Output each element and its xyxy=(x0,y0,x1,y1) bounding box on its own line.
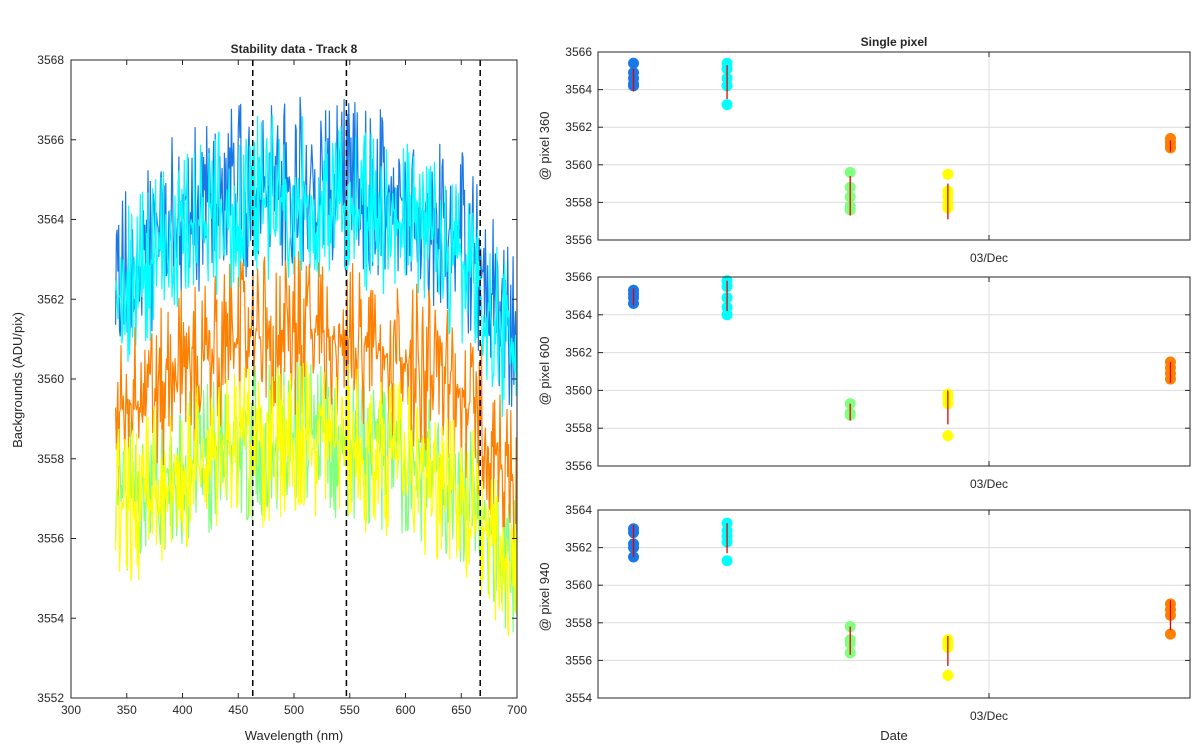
subplot-axes-box xyxy=(597,51,1191,241)
stability-track-8-plot: Stability data - Track 8 Wavelength (nm)… xyxy=(10,42,527,743)
y-tick-label: 3560 xyxy=(37,372,64,386)
y-tick-label: 3562 xyxy=(565,120,592,134)
y-tick-label: 3558 xyxy=(565,195,592,209)
y-tick-label: 3564 xyxy=(37,213,64,227)
x-tick-label: 550 xyxy=(340,703,360,717)
date-xlabel: Date xyxy=(880,728,907,743)
y-tick-label: 3564 xyxy=(565,503,592,517)
data-point-yellow xyxy=(942,168,954,180)
series-line-yellow xyxy=(115,361,517,637)
subplot-area xyxy=(598,277,1190,466)
x-tick-label: 450 xyxy=(228,703,248,717)
y-tick-label: 3562 xyxy=(565,346,592,360)
x-tick-label: 500 xyxy=(284,703,304,717)
y-tick-label: 3554 xyxy=(565,691,592,705)
pixel-subplot-3: 3554 3556 3558 3560 3562 3564 03/Dec xyxy=(565,503,1191,723)
left-ylabel: Backgrounds (ADU/pix) xyxy=(10,312,25,448)
data-point-green xyxy=(844,166,856,178)
x-tick-label: 300 xyxy=(61,703,81,717)
date-tick-label: 03/Dec xyxy=(970,251,1008,265)
date-tick-label: 03/Dec xyxy=(970,477,1008,491)
y-tick-label: 3562 xyxy=(37,292,64,306)
y-tick-label: 3556 xyxy=(565,459,592,473)
data-point-yellow xyxy=(942,430,954,442)
y-tick-label: 3560 xyxy=(565,383,592,397)
x-tick-label: 400 xyxy=(172,703,192,717)
x-tick-label: 650 xyxy=(451,703,471,717)
data-point-orange xyxy=(1164,628,1176,640)
pixel-940-ylabel: @ pixel 940 xyxy=(537,563,552,632)
y-tick-label: 3566 xyxy=(565,45,592,59)
data-point-yellow xyxy=(942,669,954,681)
left-series-group xyxy=(115,96,517,637)
subplot-area xyxy=(598,52,1190,240)
x-tick-label: 350 xyxy=(117,703,137,717)
y-tick-label: 3566 xyxy=(37,133,64,147)
y-tick-label: 3552 xyxy=(37,691,64,705)
y-tick-label: 3558 xyxy=(565,421,592,435)
left-xlabel: Wavelength (nm) xyxy=(245,728,344,743)
y-tick-label: 3564 xyxy=(565,83,592,97)
y-tick-label: 3558 xyxy=(37,452,64,466)
y-tick-label: 3556 xyxy=(565,653,592,667)
pixel-600-ylabel: @ pixel 600 xyxy=(537,337,552,406)
single-pixel-plots: Single pixel @ pixel 360 @ pixel 600 @ p… xyxy=(537,35,1191,743)
y-tick-label: 3556 xyxy=(37,532,64,546)
y-tick-label: 3554 xyxy=(37,611,64,625)
data-point-cyan xyxy=(721,555,733,567)
y-tick-label: 3556 xyxy=(565,233,592,247)
x-tick-label: 600 xyxy=(395,703,415,717)
data-point-cyan xyxy=(721,99,733,111)
pixel-360-ylabel: @ pixel 360 xyxy=(537,112,552,181)
series-line-cyan xyxy=(115,114,517,418)
subplot-axes-box xyxy=(597,509,1191,699)
y-tick-label: 3564 xyxy=(565,308,592,322)
subplot-area xyxy=(598,510,1190,698)
y-tick-label: 3560 xyxy=(565,158,592,172)
pixel-subplot-1: 3556 3558 3560 3562 3564 3566 03/Dec xyxy=(565,45,1191,265)
data-point-blue xyxy=(628,57,640,69)
y-tick-label: 3568 xyxy=(37,53,64,67)
y-tick-label: 3562 xyxy=(565,541,592,555)
y-tick-label: 3566 xyxy=(565,270,592,284)
series-line-orange xyxy=(115,251,517,563)
y-tick-label: 3558 xyxy=(565,616,592,630)
stability-title: Stability data - Track 8 xyxy=(231,42,358,56)
date-tick-label: 03/Dec xyxy=(970,709,1008,723)
x-tick-label: 700 xyxy=(507,703,527,717)
y-tick-label: 3560 xyxy=(565,578,592,592)
data-point-cyan xyxy=(721,309,733,321)
subplot-axes-box xyxy=(597,276,1191,467)
pixel-subplot-2: 3556 3558 3560 3562 3564 3566 03/Dec xyxy=(565,270,1191,491)
single-pixel-title: Single pixel xyxy=(861,35,928,49)
